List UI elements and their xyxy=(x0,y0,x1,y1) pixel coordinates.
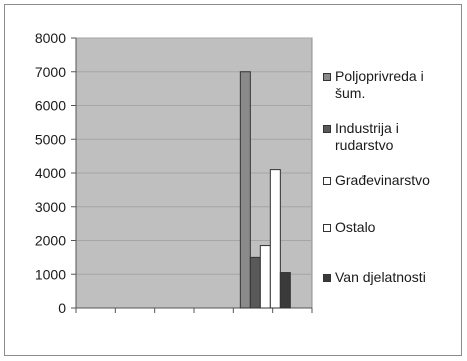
legend-item-poljoprivreda: Poljoprivreda i šum. xyxy=(323,68,455,102)
legend-label: Van djelatnosti xyxy=(335,269,426,285)
y-tick-label: 3000 xyxy=(35,199,66,215)
bar xyxy=(239,71,251,309)
legend-swatch xyxy=(323,274,331,282)
legend-item-industrija: Industrija i rudarstvo xyxy=(323,120,455,154)
legend-item-gradevinarstvo: Građevinarstvo xyxy=(323,172,455,189)
y-tick-label: 7000 xyxy=(35,64,66,80)
y-tick-label: 6000 xyxy=(35,98,66,114)
legend-label: Ostalo xyxy=(335,219,376,235)
legend-label: Industrija i rudarstvo xyxy=(335,120,399,153)
legend-swatch xyxy=(323,224,331,232)
legend-item-ostalo: Ostalo xyxy=(323,219,455,236)
bar xyxy=(249,256,261,309)
bar xyxy=(259,245,271,309)
legend-label: Poljoprivreda i šum. xyxy=(335,68,424,101)
y-tick-label: 0 xyxy=(58,300,66,316)
legend-swatch xyxy=(323,177,331,185)
legend-swatch xyxy=(323,73,331,81)
y-tick-label: 5000 xyxy=(35,131,66,147)
legend-label: Građevinarstvo xyxy=(335,172,430,188)
legend-item-van-djelatnosti: Van djelatnosti xyxy=(323,269,455,286)
legend-swatch xyxy=(323,125,331,133)
y-tick-label: 8000 xyxy=(35,30,66,46)
y-tick-label: 4000 xyxy=(35,165,66,181)
y-tick-label: 1000 xyxy=(35,266,66,282)
bar xyxy=(279,272,291,309)
bar xyxy=(269,169,281,309)
y-tick-label: 2000 xyxy=(35,233,66,249)
